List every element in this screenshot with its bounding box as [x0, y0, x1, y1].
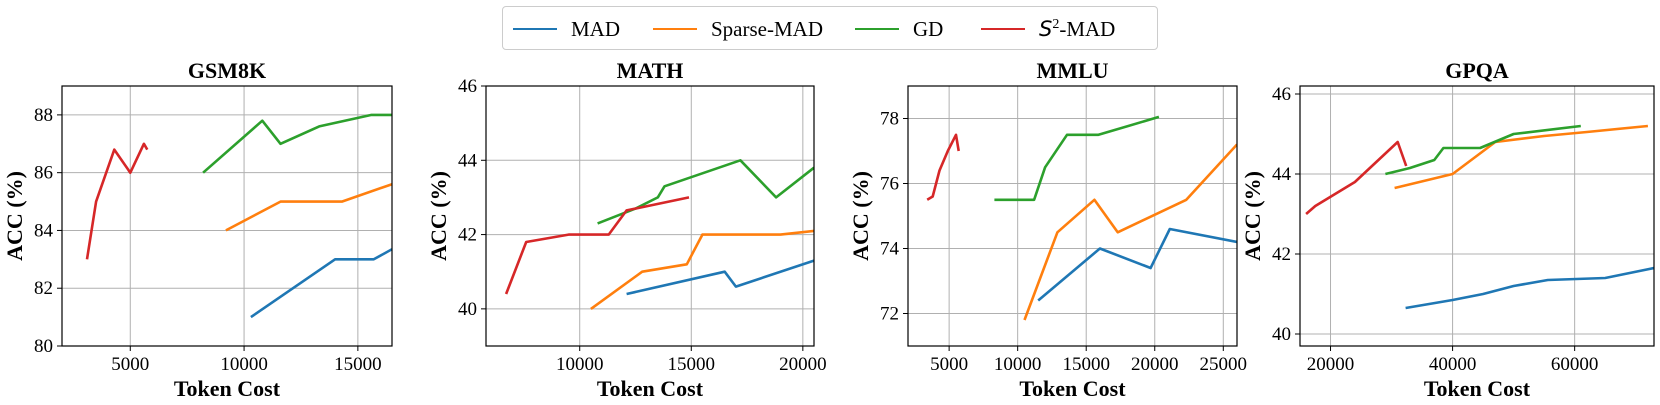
panel-math: 10000 15000 20000 40 42 44 46 MATH Token Cost ACC…: [426, 58, 827, 401]
x-axis-label: Token Cost: [1019, 376, 1126, 401]
plot-frame: [485, 85, 815, 347]
x-tick-label: 20000: [1307, 354, 1355, 375]
plot-frame: [907, 85, 1238, 347]
legend-label-sparse-mad: Sparse-MAD: [711, 16, 823, 41]
x-tick-label: 10000: [220, 354, 268, 375]
series-line-mad: [1037, 227, 1237, 302]
y-tick-label: 86: [34, 163, 53, 184]
legend-item-mad: MAD: [513, 7, 620, 51]
y-axis-label: ACC (%): [426, 171, 451, 261]
series-line-sparse-mad: [225, 182, 392, 232]
y-tick-label: 74: [880, 239, 900, 260]
y-tick-label: 84: [34, 220, 54, 241]
x-tick-label: 15000: [668, 354, 716, 375]
y-tick-label: 72: [880, 304, 899, 325]
series-line-mad: [250, 248, 392, 319]
x-tick-label: 20000: [1131, 354, 1179, 375]
x-axis-label: Token Cost: [1424, 376, 1531, 401]
legend-swatch-gd: [855, 28, 899, 30]
series-line-sparse-mad: [1394, 124, 1649, 190]
y-tick-label: 76: [880, 174, 899, 195]
legend-label-gd: GD: [913, 16, 944, 41]
legend-label-s2-mad: S2-MAD: [1039, 16, 1116, 41]
y-axis-label: ACC (%): [2, 171, 27, 261]
series-line-s2-mad: [926, 133, 960, 201]
series-line-gd: [1385, 124, 1581, 176]
series-line-gd: [994, 115, 1160, 202]
plot-frame: [1299, 85, 1655, 347]
y-tick-label: 46: [458, 76, 477, 97]
y-tick-label: 82: [34, 278, 53, 299]
y-axis-label: ACC (%): [1240, 171, 1265, 261]
y-tick-label: 42: [458, 225, 477, 246]
legend-swatch-mad: [513, 28, 557, 30]
y-tick-label: 44: [1272, 164, 1292, 185]
chart-title: GSM8K: [188, 58, 266, 83]
y-tick-label: 44: [458, 150, 478, 171]
chart-title: MATH: [617, 58, 684, 83]
x-tick-label: 15000: [334, 354, 382, 375]
x-tick-label: 5000: [111, 354, 149, 375]
x-axis-label: Token Cost: [597, 376, 704, 401]
x-tick-label: 10000: [994, 354, 1042, 375]
series-line-s2-mad: [85, 142, 149, 260]
series-line-s2-mad: [504, 196, 690, 295]
legend-item-s2-mad: S2-MAD: [981, 7, 1115, 51]
y-tick-label: 80: [34, 336, 53, 357]
legend-item-gd: GD: [855, 7, 943, 51]
panel-gpqa: 20000 40000 60000 40 42 44 46 GPQA Token Cost ACC…: [1240, 58, 1655, 401]
series-line-sparse-mad: [1023, 143, 1237, 321]
x-tick-label: 10000: [556, 354, 604, 375]
y-tick-label: 78: [880, 109, 899, 130]
legend-label-mad: MAD: [571, 16, 621, 41]
x-tick-label: 15000: [1062, 354, 1110, 375]
y-tick-label: 42: [1272, 244, 1291, 265]
x-tick-label: 20000: [779, 354, 827, 375]
plot-frame: [61, 85, 393, 347]
series-line-gd: [597, 159, 814, 225]
y-tick-label: 46: [1272, 84, 1291, 105]
x-tick-label: 5000: [930, 354, 968, 375]
x-tick-label: 40000: [1429, 354, 1477, 375]
x-tick-label: 25000: [1200, 354, 1248, 375]
y-tick-label: 40: [458, 299, 477, 320]
series-line-mad: [1405, 266, 1654, 310]
x-tick-label: 60000: [1551, 354, 1599, 375]
legend-swatch-sparse-mad: [653, 28, 697, 30]
legend-swatch-s2-mad: [981, 28, 1025, 30]
panel-mmlu: 5000 10000 15000 20000 25000 72 74 76 78 MMLU Toke…: [848, 58, 1247, 401]
legend: MAD Sparse-MAD GD S2-MAD: [502, 6, 1158, 50]
y-axis-label: ACC (%): [848, 171, 873, 261]
series-line-s2-mad: [1305, 140, 1408, 215]
series-line-sparse-mad: [590, 229, 814, 310]
chart-title: GPQA: [1445, 58, 1509, 83]
series-line-mad: [626, 259, 814, 296]
x-axis-label: Token Cost: [174, 376, 281, 401]
chart-title: MMLU: [1036, 58, 1108, 83]
legend-item-sparse-mad: Sparse-MAD: [653, 7, 823, 51]
y-tick-label: 88: [34, 105, 53, 126]
series-line-gd: [202, 113, 392, 174]
panel-gsm8k: 5000 10000 15000 80 82 84 86 88 GSM8K Token Cost A…: [2, 58, 393, 401]
y-tick-label: 40: [1272, 324, 1291, 345]
